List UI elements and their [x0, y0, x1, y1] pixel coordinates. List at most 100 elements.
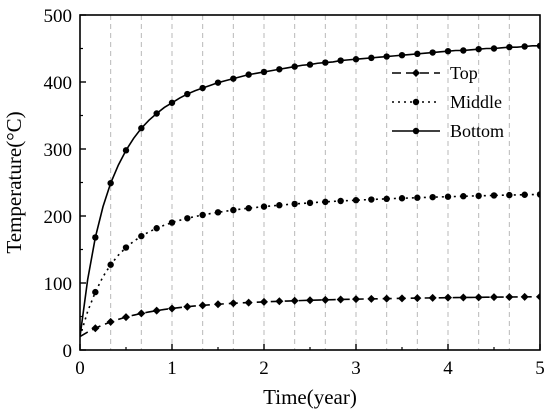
legend-middle-marker	[412, 98, 420, 106]
series-top-marker	[352, 295, 360, 304]
series-bottom-marker	[199, 84, 206, 92]
series-bottom-marker	[521, 43, 528, 50]
series-bottom-marker	[414, 50, 421, 58]
series-bottom-marker	[245, 71, 252, 78]
series-top-marker	[229, 299, 238, 308]
y-tick-label: 400	[44, 73, 73, 94]
series-middle-marker	[368, 196, 375, 203]
series-top-marker	[536, 292, 540, 301]
series-middle-marker	[352, 196, 360, 204]
series-middle-marker	[521, 191, 528, 198]
legend-bottom-marker	[412, 127, 420, 135]
series-bottom-marker	[153, 110, 160, 117]
series-top-marker	[122, 313, 130, 322]
series-bottom-marker	[230, 75, 237, 82]
series-top-marker	[520, 292, 529, 301]
series-bottom	[80, 42, 540, 337]
legend-top-marker	[412, 69, 420, 77]
series-bottom-marker	[260, 68, 268, 76]
legend-top: Top	[392, 63, 478, 83]
series-middle-marker	[199, 211, 206, 219]
legend-middle-label: Middle	[450, 92, 502, 112]
series-layer	[80, 42, 540, 338]
series-bottom-marker	[184, 90, 191, 98]
x-tick-label: 5	[535, 358, 545, 379]
series-bottom-marker	[444, 47, 452, 55]
series-middle-marker	[230, 206, 237, 214]
series-middle-marker	[306, 199, 314, 207]
x-tick-label: 3	[351, 358, 361, 379]
series-middle	[80, 191, 540, 337]
series-middle-marker	[291, 200, 298, 208]
series-top-marker	[382, 294, 391, 303]
series-middle-marker	[122, 244, 130, 251]
series-bottom-line	[80, 45, 540, 337]
series-bottom-marker	[306, 61, 314, 68]
series-bottom-marker	[368, 54, 375, 62]
series-bottom-marker	[138, 125, 145, 132]
series-bottom-marker	[429, 49, 436, 56]
x-tick-label: 2	[259, 358, 269, 379]
series-middle-marker	[414, 194, 421, 201]
series-top-marker	[306, 296, 314, 305]
series-top-marker	[198, 301, 207, 310]
series-middle-marker	[429, 193, 436, 201]
series-middle-marker	[444, 193, 452, 200]
series-bottom-marker	[475, 45, 482, 53]
series-middle-line	[80, 193, 540, 337]
series-middle-marker	[383, 195, 390, 203]
series-bottom-marker	[337, 57, 344, 64]
series-top-marker	[91, 324, 100, 333]
x-axis-title: Time(year)	[263, 385, 357, 409]
y-tick-label: 0	[63, 341, 73, 362]
series-top-marker	[444, 293, 452, 302]
series-middle-marker	[260, 203, 268, 210]
series-middle-marker	[168, 219, 176, 226]
series-bottom-marker	[107, 179, 114, 187]
series-middle-marker	[322, 198, 329, 206]
legend-bottom: Bottom	[392, 121, 504, 141]
series-top-marker	[413, 294, 422, 303]
axis-ticks: 0 1 2 3 4 5 0 100 200 300 400 500	[44, 6, 545, 379]
series-middle-marker	[153, 225, 160, 232]
x-tick-label: 0	[75, 358, 85, 379]
series-middle-marker	[92, 288, 99, 296]
series-top-marker	[367, 294, 376, 303]
series-top-marker	[398, 294, 406, 303]
series-bottom-marker	[122, 147, 130, 154]
series-bottom-marker	[322, 59, 329, 66]
series-top-marker	[290, 296, 299, 305]
series-top-marker	[490, 293, 498, 302]
series-top	[80, 292, 540, 338]
series-top-marker	[505, 293, 514, 302]
series-middle-marker	[245, 205, 252, 212]
y-tick-label: 300	[44, 140, 73, 161]
x-tick-label: 4	[443, 358, 453, 379]
series-top-marker	[214, 300, 222, 309]
legend-bottom-label: Bottom	[450, 121, 504, 141]
series-top-marker	[137, 309, 146, 318]
y-tick-label: 500	[44, 6, 73, 27]
y-tick-label: 200	[44, 207, 73, 228]
series-middle-marker	[214, 209, 222, 216]
series-bottom-marker	[383, 53, 390, 60]
series-top-marker	[428, 293, 437, 302]
series-middle-marker	[276, 202, 283, 209]
series-middle-marker	[184, 215, 191, 222]
legend-middle: Middle	[392, 92, 502, 112]
series-top-marker	[459, 293, 468, 302]
series-top-marker	[336, 295, 345, 304]
series-middle-marker	[138, 232, 145, 240]
series-top-marker	[260, 297, 268, 306]
series-top-marker	[321, 295, 330, 304]
series-bottom-marker	[506, 43, 513, 51]
series-bottom-marker	[214, 79, 222, 86]
series-middle-marker	[107, 261, 114, 268]
series-bottom-marker	[352, 56, 360, 63]
series-bottom-marker	[398, 52, 406, 59]
y-axis-title: Temperature(°C)	[2, 111, 26, 253]
series-bottom-marker	[276, 66, 283, 73]
legend-top-label: Top	[450, 63, 478, 83]
series-bottom-marker	[291, 63, 298, 70]
